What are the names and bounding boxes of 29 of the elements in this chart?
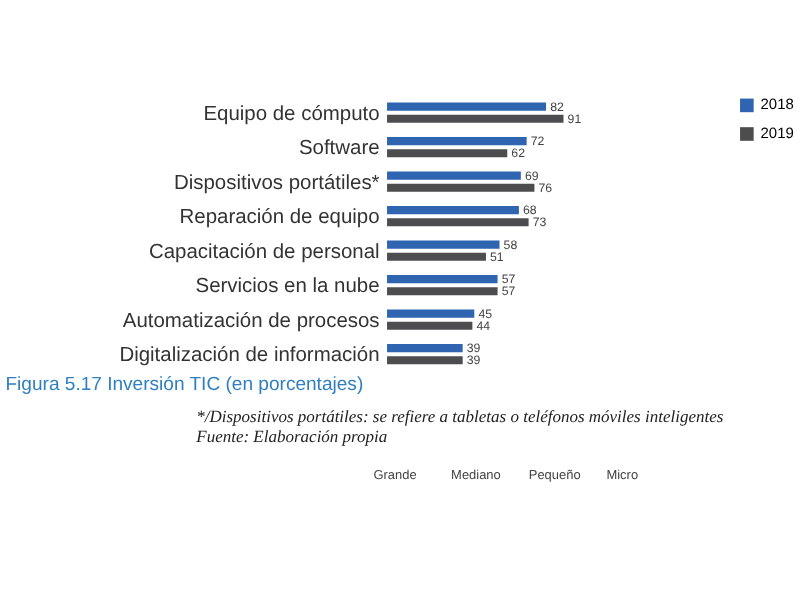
y-tick-label: Software [298, 138, 381, 161]
bar [387, 206, 519, 215]
bar [387, 218, 529, 227]
text: Figura 5.17 Inversión TIC (en porcentajes) [5, 374, 364, 397]
bar [387, 171, 521, 180]
bar [387, 356, 463, 365]
bar [387, 240, 500, 249]
legend-label: 2019 [760, 124, 794, 143]
bar [387, 287, 498, 296]
legend-label: 2018 [760, 95, 794, 114]
bar [387, 344, 463, 353]
bar [387, 309, 475, 318]
bar [387, 114, 564, 123]
y-tick-label: Digitalización de información [119, 345, 381, 368]
text: */Dispositivos portátiles: se refiere a tabletas o teléfonos móviles inteligentes [196, 405, 725, 426]
bar [387, 321, 473, 330]
y-tick-label: Reparación de equipo [179, 207, 381, 230]
source-note: Fuente: Elaboración propia [194, 426, 388, 446]
bar [387, 102, 547, 111]
bar [387, 149, 508, 158]
bar [387, 275, 498, 284]
y-tick-label: Equipo de cómputo [203, 103, 381, 126]
bar [387, 137, 527, 146]
y-tick-label: Automatización de procesos [122, 310, 380, 333]
y-tick-label: Servicios en la nube [195, 276, 381, 299]
y-tick-label: Capacitación de personal [148, 241, 380, 264]
bar [387, 252, 486, 261]
bar [387, 183, 535, 192]
y-tick-label: Dispositivos portátiles* [173, 172, 380, 195]
